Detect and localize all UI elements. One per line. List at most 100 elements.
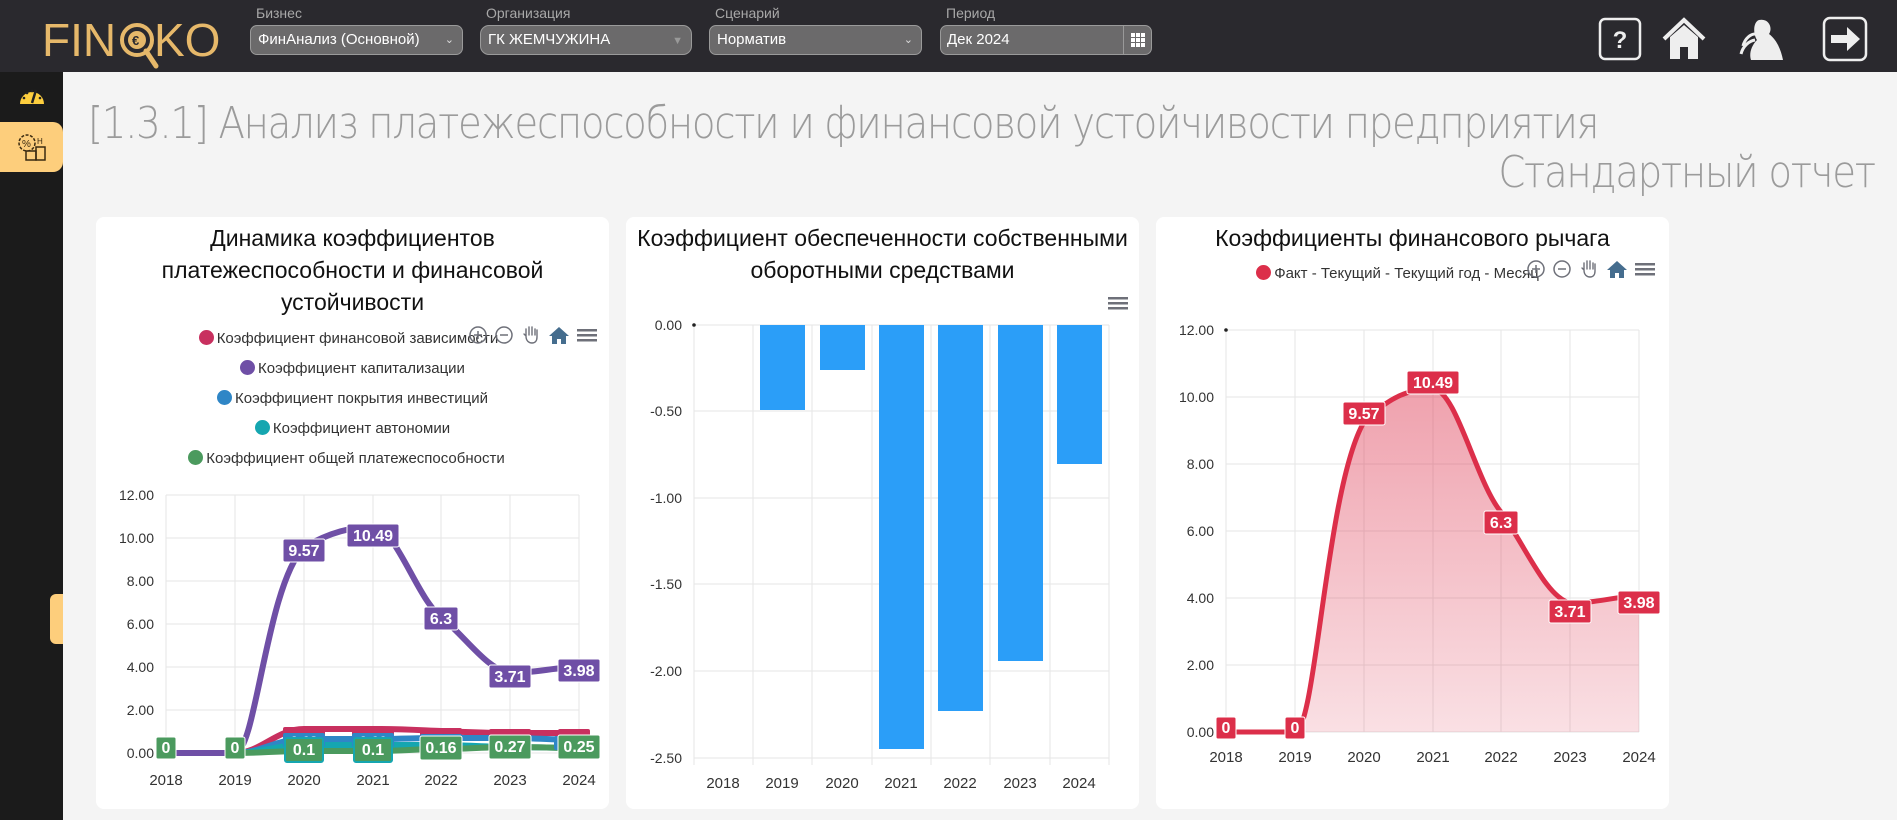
chevron-down-icon: ⌄ bbox=[903, 34, 913, 46]
svg-text:H: H bbox=[37, 137, 43, 146]
y-tick: 6.00 bbox=[127, 616, 154, 632]
scenario-value: Норматив bbox=[717, 31, 787, 48]
support-button[interactable] bbox=[1737, 16, 1787, 62]
zoom-out-icon[interactable] bbox=[1552, 259, 1572, 279]
calendar-grid-button[interactable] bbox=[1123, 26, 1151, 54]
legend-dot-icon bbox=[254, 420, 270, 435]
organization-select[interactable]: ГК ЖЕМЧУЖИНА ▼ bbox=[480, 25, 692, 55]
y-tick: 0.00 bbox=[655, 317, 682, 333]
svg-text:3.71: 3.71 bbox=[494, 669, 525, 686]
legend-item-total-solvency[interactable]: Коэффициент общей платежеспособности bbox=[90, 450, 603, 467]
svg-text:0.27: 0.27 bbox=[494, 739, 525, 756]
pan-hand-icon[interactable] bbox=[1578, 258, 1600, 280]
legend-item-financial-dependence[interactable]: Коэффициент финансовой зависимости bbox=[92, 330, 605, 347]
sidebar-expand-tab[interactable] bbox=[50, 594, 63, 644]
business-select[interactable]: ФинАнализ (Основной) ⌄ bbox=[250, 25, 463, 55]
y-tick: -2.50 bbox=[650, 750, 682, 766]
svg-text:0.25: 0.25 bbox=[563, 739, 594, 756]
finance-analysis-icon: % H bbox=[17, 134, 46, 161]
svg-text:0.16: 0.16 bbox=[425, 740, 456, 757]
x-tick: 2020 bbox=[1347, 749, 1380, 766]
period-label: Период bbox=[946, 5, 996, 21]
svg-text:0.1: 0.1 bbox=[293, 742, 315, 759]
svg-text:9.57: 9.57 bbox=[1348, 406, 1379, 423]
logout-button[interactable] bbox=[1822, 16, 1868, 62]
x-tick: 2019 bbox=[765, 775, 798, 792]
svg-text:KO: KO bbox=[154, 14, 220, 66]
legend-item-fact[interactable]: Факт - Текущий - Текущий год - Месяц bbox=[1141, 265, 1654, 282]
legend-item-investment-coverage[interactable]: Коэффициент покрытия инвестиций bbox=[96, 390, 609, 407]
grid-icon bbox=[1130, 33, 1145, 47]
legend-item-capitalization[interactable]: Коэффициент капитализации bbox=[96, 360, 609, 377]
legend-dot-icon bbox=[198, 330, 214, 345]
help-icon: ? bbox=[1598, 17, 1642, 61]
help-button[interactable]: ? bbox=[1598, 16, 1642, 62]
sidebar: % H bbox=[0, 72, 63, 820]
chart-title-line: платежеспособности и финансовой bbox=[161, 257, 544, 283]
x-tick: 2018 bbox=[149, 772, 182, 789]
y-tick: 8.00 bbox=[127, 573, 154, 589]
x-tick: 2020 bbox=[287, 772, 320, 789]
svg-text:3.98: 3.98 bbox=[1623, 595, 1654, 612]
legend-label: Коэффициент покрытия инвестиций bbox=[234, 390, 489, 407]
legend-item-autonomy[interactable]: Коэффициент автономии bbox=[96, 420, 609, 437]
financial-leverage-area-chart[interactable]: 12.00 10.00 8.00 6.00 4.00 2.00 0.00 0 0… bbox=[1156, 307, 1669, 809]
x-tick: 2024 bbox=[562, 772, 595, 789]
finoko-logo[interactable]: FIN € KO bbox=[42, 12, 222, 69]
zoom-in-icon[interactable] bbox=[1526, 259, 1546, 279]
working-capital-bar-chart[interactable]: 0.00 -0.50 -1.00 -1.50 -2.00 -2.50 2018 … bbox=[626, 310, 1139, 809]
chart-card-financial-leverage: Коэффициенты финансового рычага Факт - Т… bbox=[1156, 217, 1669, 809]
x-tick: 2018 bbox=[706, 775, 739, 792]
y-tick: 10.00 bbox=[1179, 389, 1214, 405]
svg-text:6.3: 6.3 bbox=[1490, 515, 1512, 532]
x-tick: 2021 bbox=[884, 775, 917, 792]
menu-icon[interactable] bbox=[576, 325, 598, 345]
organization-label: Организация bbox=[486, 5, 571, 21]
area-fill bbox=[1295, 389, 1639, 732]
y-tick: 2.00 bbox=[127, 702, 154, 718]
solvency-line-chart[interactable]: 12.00 10.00 8.00 6.00 4.00 2.00 0.00 201… bbox=[96, 487, 609, 809]
sidebar-item-dashboard[interactable] bbox=[0, 80, 63, 110]
legend-label: Коэффициент автономии bbox=[272, 420, 451, 437]
svg-text:0: 0 bbox=[231, 740, 240, 757]
x-tick: 2022 bbox=[424, 772, 457, 789]
y-tick: 6.00 bbox=[1187, 523, 1214, 539]
scenario-select[interactable]: Норматив ⌄ bbox=[709, 25, 922, 55]
x-tick: 2018 bbox=[1209, 749, 1242, 766]
legend-dot-icon bbox=[188, 450, 204, 465]
zoom-in-icon[interactable] bbox=[468, 325, 488, 345]
y-tick: 10.00 bbox=[119, 530, 154, 546]
reset-home-icon[interactable] bbox=[1606, 259, 1628, 279]
zoom-out-icon[interactable] bbox=[494, 325, 514, 345]
scenario-field: Сценарий Норматив ⌄ bbox=[709, 5, 922, 55]
y-tick: -1.50 bbox=[650, 576, 682, 592]
svg-text:€: € bbox=[132, 33, 139, 48]
bars bbox=[760, 325, 1102, 749]
menu-icon[interactable] bbox=[1107, 293, 1129, 313]
organization-value: ГК ЖЕМЧУЖИНА bbox=[488, 31, 611, 48]
period-value: Дек 2024 bbox=[947, 31, 1010, 48]
x-tick: 2020 bbox=[825, 775, 858, 792]
svg-text:0: 0 bbox=[1222, 720, 1231, 737]
y-tick: 12.00 bbox=[119, 487, 154, 503]
svg-text:?: ? bbox=[1613, 27, 1628, 54]
y-tick: 0.00 bbox=[1187, 724, 1214, 740]
period-input[interactable]: Дек 2024 bbox=[940, 25, 1152, 55]
pan-hand-icon[interactable] bbox=[520, 324, 542, 346]
reset-home-icon[interactable] bbox=[548, 325, 570, 345]
x-tick: 2024 bbox=[1622, 749, 1655, 766]
y-tick: 2.00 bbox=[1187, 657, 1214, 673]
y-tick: 8.00 bbox=[1187, 456, 1214, 472]
sidebar-item-financial-analysis[interactable]: % H bbox=[0, 122, 63, 172]
home-button[interactable] bbox=[1660, 16, 1708, 62]
chart-title-line: Коэффициенты финансового рычага bbox=[1215, 225, 1610, 251]
scenario-label: Сценарий bbox=[715, 5, 780, 21]
legend-label: Факт - Текущий - Текущий год - Месяц bbox=[1274, 265, 1539, 282]
x-tick: 2021 bbox=[1416, 749, 1449, 766]
menu-icon[interactable] bbox=[1634, 259, 1656, 279]
legend-dot-icon bbox=[216, 390, 232, 405]
chart-title-line: Динамика коэффициентов bbox=[210, 225, 495, 251]
top-bar: FIN € KO Бизнес ФинАнализ (Основной) ⌄ О… bbox=[0, 0, 1897, 72]
x-tick: 2022 bbox=[943, 775, 976, 792]
y-tick: -1.00 bbox=[650, 490, 682, 506]
